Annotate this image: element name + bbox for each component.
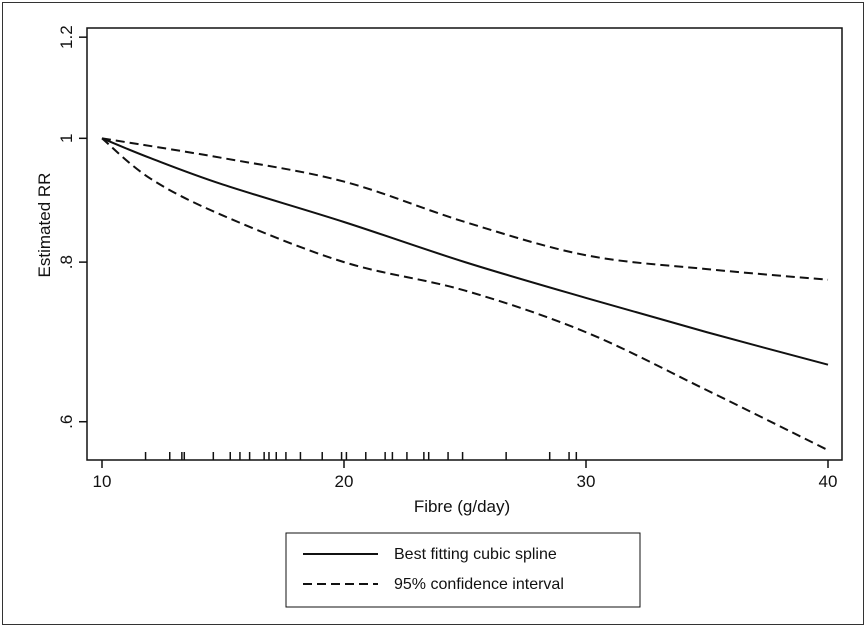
y-tick-label: 1	[57, 134, 76, 143]
legend-label-spline: Best fitting cubic spline	[394, 546, 557, 563]
y-axis-label: Estimated RR	[35, 173, 54, 278]
x-tick-label: 20	[335, 472, 354, 491]
y-tick-label: 1.2	[57, 25, 76, 49]
ci-upper-line	[101, 137, 829, 281]
x-tick-label: 10	[93, 472, 112, 491]
plot-area-border	[86, 27, 843, 461]
x-tick-label: 40	[819, 472, 838, 491]
x-axis-label: Fibre (g/day)	[414, 497, 510, 516]
ci-lower-line	[101, 137, 829, 452]
spline-line	[101, 137, 829, 366]
x-tick-label: 30	[577, 472, 596, 491]
y-tick-label: .8	[57, 255, 76, 269]
legend-box	[285, 532, 641, 608]
legend: Best fitting cubic spline 95% confidence…	[285, 532, 641, 608]
y-tick-label: .6	[57, 415, 76, 429]
legend-label-ci: 95% confidence interval	[394, 576, 564, 593]
